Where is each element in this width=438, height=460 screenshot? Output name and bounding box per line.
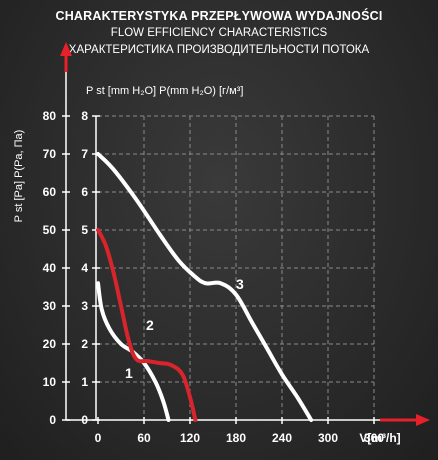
title-polish: CHARAKTERYSTYKA PRZEPŁYWOWA WYDAJNOŚCI bbox=[55, 9, 383, 23]
x-tick-label: 300 bbox=[318, 431, 338, 445]
axes bbox=[60, 42, 430, 426]
pa-axis-arrow-icon bbox=[60, 42, 72, 56]
x-tick-label: 60 bbox=[137, 431, 151, 445]
x-tick-label: 180 bbox=[226, 431, 246, 445]
x-tick-label: 120 bbox=[180, 431, 200, 445]
pa-tick-label: 30 bbox=[43, 299, 57, 313]
x-axis-arrow-icon bbox=[416, 414, 430, 426]
pa-tick-label: 0 bbox=[49, 413, 56, 427]
mm-tick-label: 1 bbox=[81, 375, 88, 389]
chart-titles: CHARAKTERYSTYKA PRZEPŁYWOWA WYDAJNOŚCI F… bbox=[0, 8, 438, 59]
pa-tick-label: 10 bbox=[43, 375, 57, 389]
pa-tick-label: 40 bbox=[43, 261, 57, 275]
pa-tick-label: 60 bbox=[43, 185, 57, 199]
series-labels: 1 2 3 bbox=[125, 276, 244, 381]
mm-tick-label: 8 bbox=[81, 109, 88, 123]
pa-tick-label: 20 bbox=[43, 337, 57, 351]
pa-tick-label: 70 bbox=[43, 147, 57, 161]
series-lines bbox=[96, 152, 314, 422]
mm-tick-label: 3 bbox=[81, 299, 88, 313]
mm-tick-label: 5 bbox=[81, 223, 88, 237]
x-tick-label: 240 bbox=[272, 431, 292, 445]
series-line-2 bbox=[96, 228, 198, 422]
series-label-1: 1 bbox=[125, 365, 133, 381]
x-axis-label: V[m³/h] bbox=[359, 431, 400, 445]
grid bbox=[98, 115, 375, 420]
mm-axis-label: P st [mm H₂O] P(mm H₂O) [г/м³] bbox=[86, 85, 243, 97]
pa-axis-label: P st [Pa] P(Pa, Па) bbox=[13, 130, 25, 223]
pa-tick-label: 50 bbox=[43, 223, 57, 237]
x-tick-label: 360 bbox=[364, 431, 384, 445]
mm-tick-label: 2 bbox=[81, 337, 88, 351]
x-tick-label: 0 bbox=[95, 431, 102, 445]
series-label-3: 3 bbox=[236, 276, 244, 292]
mm-tick-label: 7 bbox=[81, 147, 88, 161]
mm-tick-label: 4 bbox=[81, 261, 88, 275]
title-russian: ХАРАКТЕРИСТИКА ПРОИЗВОДИТЕЛЬНОСТИ ПОТОКА bbox=[68, 44, 370, 56]
mm-tick-label: 6 bbox=[81, 185, 88, 199]
mm-tick-label: 0 bbox=[81, 413, 88, 427]
pa-tick-label: 80 bbox=[43, 109, 57, 123]
series-label-2: 2 bbox=[146, 317, 154, 333]
title-english: FLOW EFFICIENCY CHARACTERISTICS bbox=[110, 27, 328, 39]
series-line-3 bbox=[96, 152, 314, 422]
